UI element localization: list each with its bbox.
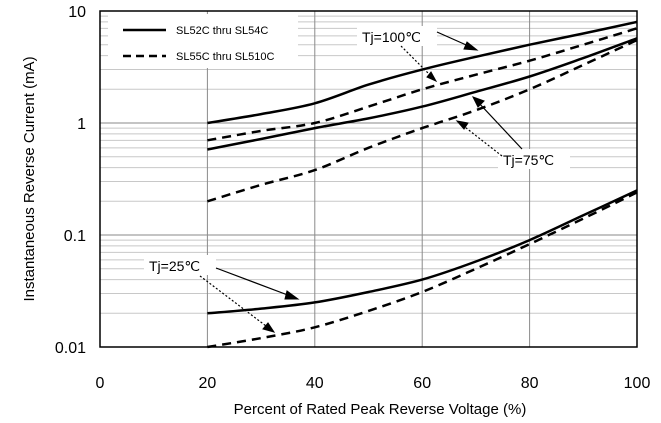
x-tick-label: 100 xyxy=(624,375,651,392)
annotation-tj75-bg xyxy=(498,149,570,169)
arrow-tj25-dashed-head xyxy=(262,322,276,333)
x-tick-label: 0 xyxy=(96,375,105,392)
arrow-tj100-dashed xyxy=(400,45,434,79)
x-axis-label: Percent of Rated Peak Reverse Voltage (%… xyxy=(234,401,527,418)
arrow-tj75-dashed xyxy=(460,123,503,157)
x-tick-labels: 0 20 40 60 80 100 xyxy=(96,375,651,392)
y-tick-label: 0.01 xyxy=(55,340,86,357)
annotation-tj75-label: Tj=75℃ xyxy=(503,152,554,168)
arrow-tj25-dashed xyxy=(199,275,271,330)
y-tick-label: 0.1 xyxy=(64,228,86,245)
plot-frame xyxy=(99,10,638,348)
series-line-dashed xyxy=(207,191,638,349)
legend-label-solid: SL52C thru SL54C xyxy=(176,25,268,37)
annotation-tj25: Tj=25℃ xyxy=(144,255,216,275)
y-tick-label: 10 xyxy=(68,4,86,21)
y-axis-label: Instantaneous Reverse Current (mA) xyxy=(21,56,38,301)
arrow-tj75-dashed-head xyxy=(455,120,469,130)
series-line-dashed xyxy=(207,38,638,203)
arrow-tj100-solid-head xyxy=(463,41,479,51)
annotation-tj100-bg xyxy=(357,26,437,46)
x-tick-label: 60 xyxy=(413,375,431,392)
legend-box xyxy=(108,14,298,68)
annotation-arrows xyxy=(199,31,523,333)
annotation-tj25-bg xyxy=(144,255,216,275)
annotation-tj25-label: Tj=25℃ xyxy=(149,258,200,274)
annotation-tj100: Tj=100℃ xyxy=(357,26,437,46)
annotation-tj100-label: Tj=100℃ xyxy=(362,29,421,45)
legend-label-dashed: SL55C thru SL510C xyxy=(176,51,275,63)
arrow-tj25-solid xyxy=(215,267,294,298)
arrow-tj100-dashed-head xyxy=(426,71,438,83)
annotation-tj75: Tj=75℃ xyxy=(498,149,570,169)
x-tick-label: 40 xyxy=(306,375,324,392)
x-tick-label: 80 xyxy=(521,375,539,392)
series-line-solid xyxy=(207,37,638,151)
arrow-tj75-solid xyxy=(476,100,523,150)
arrow-tj25-solid-head xyxy=(284,290,300,300)
x-tick-label: 20 xyxy=(199,375,217,392)
y-tick-labels: 0.01 0.1 1 10 xyxy=(55,4,86,357)
series-line-solid xyxy=(207,189,638,315)
arrow-tj75-solid-head xyxy=(471,96,485,108)
series-line-solid xyxy=(207,20,638,125)
series-lines xyxy=(207,20,638,349)
legend: SL52C thru SL54C SL55C thru SL510C xyxy=(108,14,298,68)
y-tick-label: 1 xyxy=(77,116,86,133)
